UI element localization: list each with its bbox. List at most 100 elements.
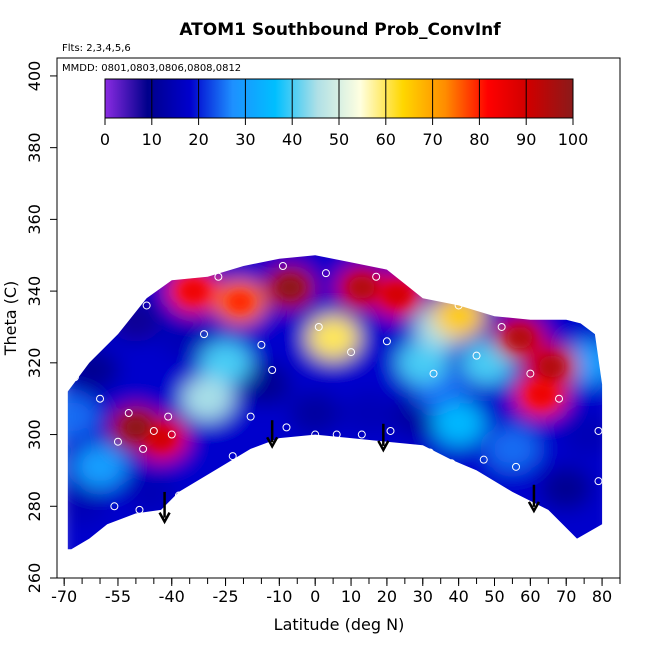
observation-point — [425, 448, 434, 457]
observation-point — [472, 351, 481, 360]
flights-note: Flts: 2,3,4,5,6 — [62, 43, 131, 54]
observation-point — [246, 412, 255, 421]
observation-point — [512, 462, 521, 471]
observation-points — [70, 262, 603, 522]
field-hotspot — [67, 480, 109, 525]
observation-point — [70, 373, 79, 382]
field-hotspot — [307, 315, 360, 360]
observation-point — [164, 412, 173, 421]
chart-title: ATOM1 Southbound Prob_ConvInf — [179, 20, 501, 40]
y-tick-label: 320 — [25, 348, 44, 379]
field-hotspot — [561, 412, 603, 457]
observation-point — [142, 301, 151, 310]
y-tick-label: 360 — [25, 204, 44, 235]
observation-point — [278, 262, 287, 270]
field-core — [122, 416, 149, 439]
observation-point — [268, 366, 277, 374]
field-hotspot — [238, 362, 291, 407]
colorbar-tick-label: 20 — [188, 130, 208, 149]
observation-point — [526, 369, 535, 378]
x-tick-label: 60 — [520, 587, 540, 606]
observation-point — [429, 369, 438, 378]
observation-point — [167, 430, 176, 439]
field-hotspot — [109, 297, 162, 342]
field-core — [180, 280, 207, 303]
observation-point — [282, 423, 291, 432]
observation-point — [347, 348, 356, 357]
profile-arrows — [158, 420, 541, 525]
field-hotspot — [124, 469, 177, 514]
observation-point — [110, 502, 119, 511]
observation-point — [382, 337, 391, 346]
observation-point — [555, 394, 564, 403]
observation-point — [314, 322, 323, 331]
x-tick-label: -55 — [105, 587, 131, 606]
profile-arrow — [377, 423, 390, 453]
observation-point — [408, 279, 417, 288]
colorbar: 0 10 20 30 40 50 60 70 80 90 100 — [100, 78, 589, 149]
observation-point — [124, 409, 133, 418]
observation-point — [594, 426, 603, 435]
observation-point — [214, 272, 223, 281]
observation-point — [135, 505, 144, 514]
field-hotspot — [67, 394, 98, 439]
y-axis: 260 280 300 320 340 360 380 400 — [25, 61, 57, 593]
x-tick-label: 0 — [310, 587, 320, 606]
y-axis-label: Theta (C) — [1, 281, 20, 357]
x-tick-label: -70 — [51, 587, 77, 606]
y-tick-label: 400 — [25, 61, 44, 92]
x-tick-label: -25 — [212, 587, 238, 606]
field-hotspot — [540, 466, 593, 511]
observation-point — [594, 477, 603, 486]
x-tick-label: -40 — [159, 587, 185, 606]
colorbar-tick-label: 10 — [142, 130, 162, 149]
field-hotspot — [396, 340, 449, 385]
observation-point — [321, 269, 330, 278]
profile-arrow — [158, 491, 171, 525]
field-hotspot — [432, 401, 485, 446]
x-tick-label: 40 — [448, 587, 468, 606]
observation-point — [386, 426, 395, 435]
dates-note: MMDD: 0801,0803,0806,0808,0812 — [62, 63, 241, 74]
observation-point — [149, 426, 158, 435]
colorbar-tick-label: 80 — [469, 130, 489, 149]
field-core — [147, 427, 174, 450]
y-tick-label: 340 — [25, 276, 44, 307]
observation-point — [454, 301, 463, 310]
observation-point — [203, 477, 212, 486]
colorbar-tick-label: 100 — [558, 130, 589, 149]
observation-point — [200, 330, 209, 339]
colorbar-tick-label: 40 — [282, 130, 302, 149]
colorbar-tick-label: 60 — [376, 130, 396, 149]
field-hotspot — [74, 444, 127, 489]
x-tick-label: 70 — [556, 587, 576, 606]
field-core — [277, 276, 304, 299]
observation-point — [332, 430, 341, 439]
observation-point — [174, 491, 183, 500]
observation-point — [113, 437, 122, 446]
observation-point — [257, 340, 266, 349]
colorbar-tick-label: 50 — [329, 130, 349, 149]
field-hotspot — [289, 391, 342, 436]
x-axis-label: Latitude (deg N) — [274, 615, 405, 634]
field-hotspot — [486, 426, 539, 471]
colorbar-tick-label: 70 — [422, 130, 442, 149]
field-core — [226, 290, 253, 313]
x-tick-label: 30 — [413, 587, 433, 606]
observation-point — [357, 430, 366, 439]
colorbar-tick-label: 0 — [100, 130, 110, 149]
plot-frame — [56, 57, 621, 579]
y-tick-label: 280 — [25, 491, 44, 522]
x-tick-label: 80 — [592, 587, 612, 606]
field-hotspot — [160, 315, 213, 360]
observation-point — [479, 455, 488, 464]
observation-point — [497, 322, 506, 331]
field-hotspot — [432, 294, 485, 339]
x-tick-label: 50 — [484, 587, 504, 606]
observation-point — [139, 444, 148, 453]
field-core — [506, 326, 533, 349]
colorbar-tick-label: 30 — [235, 130, 255, 149]
colorbar-tick-label: 90 — [516, 130, 536, 149]
y-tick-label: 380 — [25, 132, 44, 163]
